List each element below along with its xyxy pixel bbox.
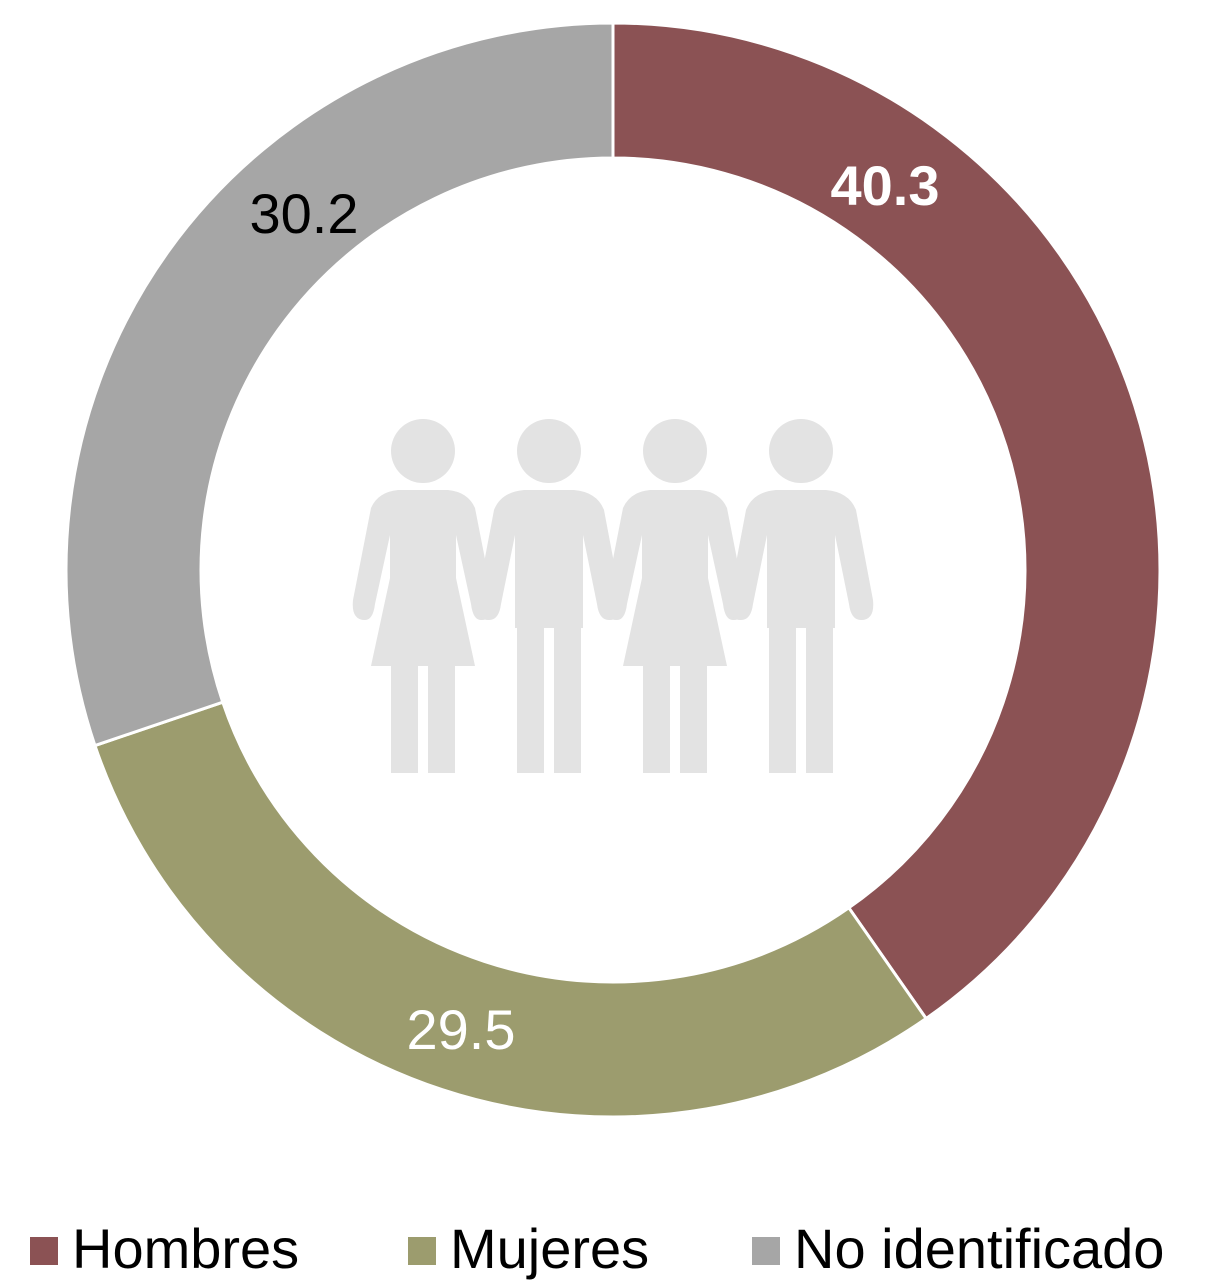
person-woman-icon bbox=[352, 419, 494, 773]
person-man-icon bbox=[476, 419, 622, 773]
slice-hombres bbox=[611, 21, 1162, 1021]
legend-label: Mujeres bbox=[450, 1217, 649, 1280]
people-group-icon bbox=[352, 419, 874, 773]
legend-item-no-identificado: No identificado bbox=[752, 1217, 1164, 1280]
donut-slices bbox=[64, 21, 1162, 1119]
legend-swatch bbox=[408, 1237, 436, 1265]
person-woman-icon bbox=[604, 419, 746, 773]
slice-label-hombres: 40.3 bbox=[831, 154, 940, 217]
legend-label: Hombres bbox=[72, 1217, 299, 1280]
slice-label-no-identificado: 30.2 bbox=[250, 182, 359, 245]
legend-swatch bbox=[752, 1237, 780, 1265]
legend-item-hombres: Hombres bbox=[30, 1217, 299, 1280]
person-man-icon bbox=[728, 419, 874, 773]
slice-labels: 40.3 29.5 30.2 bbox=[250, 154, 940, 1061]
legend: Hombres Mujeres No identificado bbox=[30, 1217, 1164, 1280]
slice-no-identificado bbox=[64, 21, 615, 748]
slice-mujeres bbox=[93, 700, 929, 1119]
legend-swatch bbox=[30, 1237, 58, 1265]
legend-item-mujeres: Mujeres bbox=[408, 1217, 649, 1280]
legend-label: No identificado bbox=[794, 1217, 1164, 1280]
slice-label-mujeres: 29.5 bbox=[407, 998, 516, 1061]
